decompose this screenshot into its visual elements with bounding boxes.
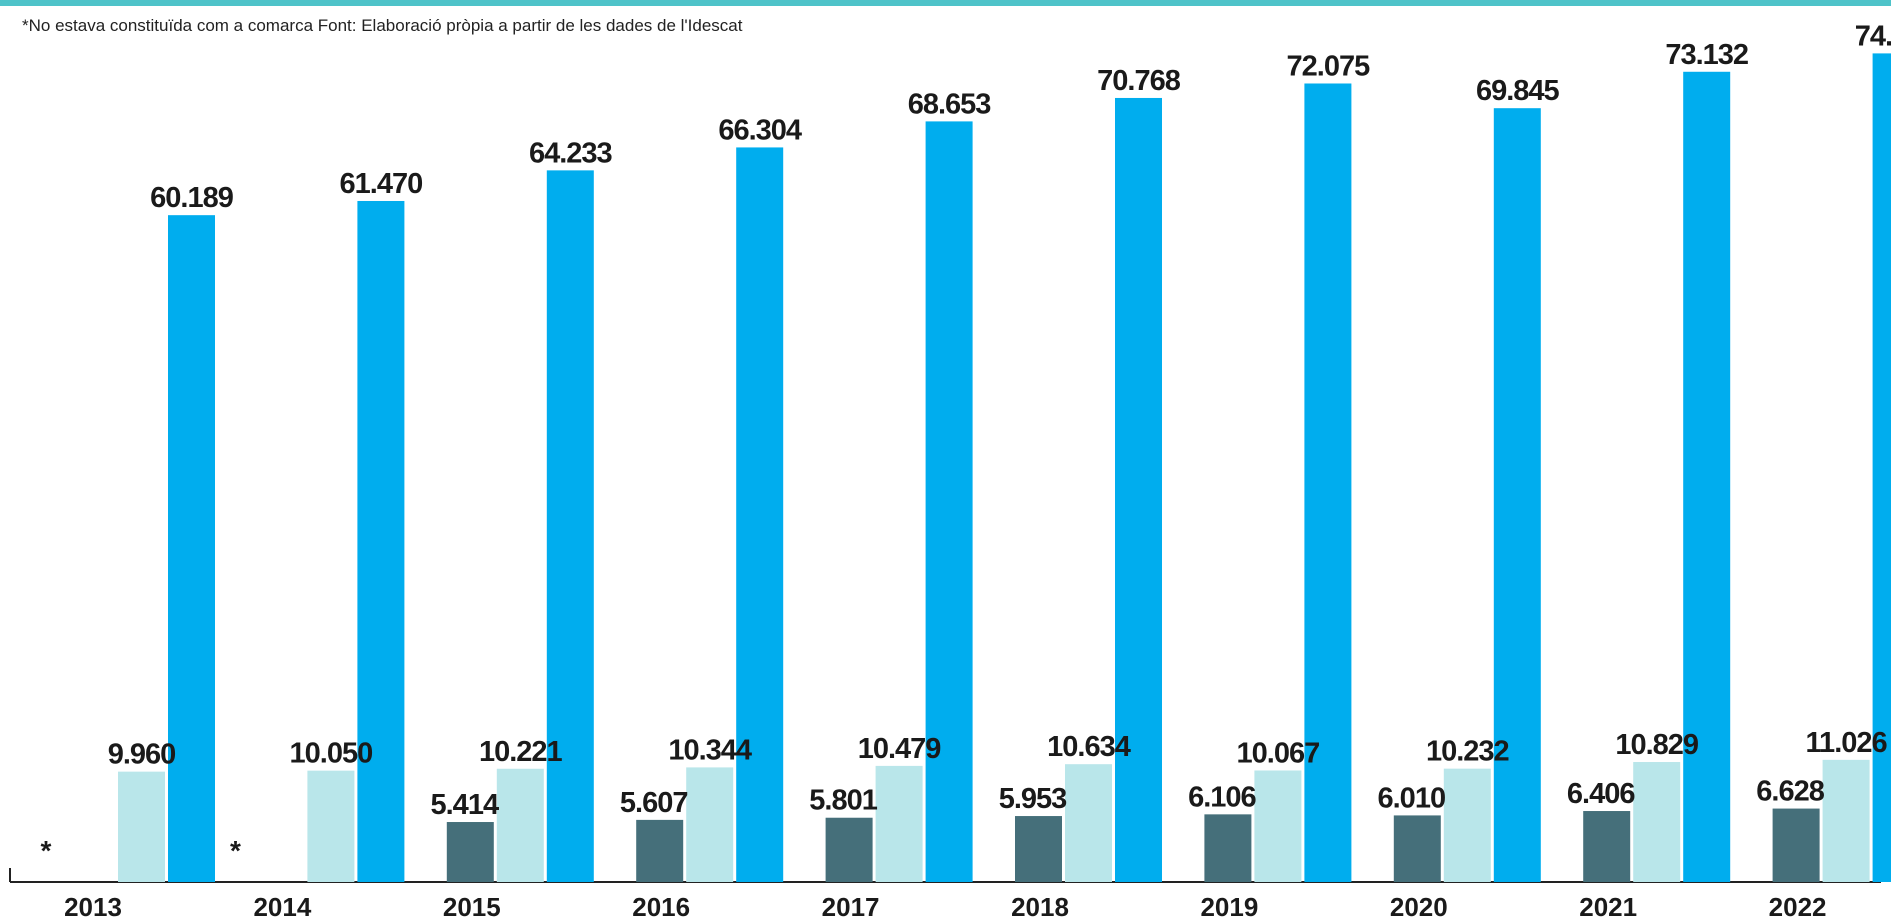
x-tick-label: 2015 [443, 892, 501, 922]
x-tick-label: 2018 [1011, 892, 1069, 922]
bar [307, 770, 355, 882]
bar [1822, 759, 1870, 882]
value-label: 70.768 [1097, 65, 1181, 97]
bar [1583, 811, 1631, 882]
bar [1633, 762, 1681, 882]
bar [1204, 814, 1252, 882]
x-tick-label: 2014 [253, 892, 311, 922]
x-tick-label: 2017 [822, 892, 880, 922]
bar [1065, 764, 1112, 882]
value-label: 10.344 [668, 734, 752, 766]
bar [636, 819, 684, 882]
top-rule [0, 0, 1891, 6]
bar [496, 768, 544, 882]
value-label: 72.075 [1287, 50, 1371, 82]
value-label: 6.010 [1378, 782, 1446, 814]
x-tick-label: 2016 [632, 892, 690, 922]
value-label: 5.953 [999, 783, 1067, 815]
value-label: 10.232 [1426, 736, 1509, 768]
bar [1254, 770, 1302, 882]
x-tick-label: 2020 [1390, 892, 1448, 922]
value-label: 73.132 [1665, 39, 1748, 71]
value-label: 5.414 [431, 789, 499, 821]
bar [1683, 71, 1731, 883]
value-label: 10.067 [1237, 737, 1320, 769]
value-label: 10.479 [858, 733, 942, 765]
value-label: 69.845 [1476, 75, 1560, 107]
value-label: 61.470 [340, 168, 423, 200]
value-label: 64.233 [529, 137, 613, 169]
value-label: 10.634 [1047, 731, 1131, 763]
bar [1304, 83, 1352, 883]
bar [925, 121, 973, 882]
bar [825, 817, 873, 882]
value-label: 6.106 [1188, 781, 1256, 813]
bar [1872, 53, 1891, 882]
bar [736, 147, 784, 882]
value-label: 10.829 [1615, 729, 1699, 761]
x-tick-label: 2022 [1769, 892, 1827, 922]
bar [357, 200, 405, 882]
value-label: 6.406 [1567, 778, 1635, 810]
bar [546, 170, 594, 882]
bar [1772, 808, 1820, 882]
value-label: 66.304 [718, 114, 802, 146]
value-label: 11.026 [1806, 727, 1888, 759]
x-tick-label: 2013 [64, 892, 122, 922]
bar [1393, 815, 1441, 882]
source-note: *No estava constituïda com a comarca Fon… [22, 16, 743, 35]
value-label: * [41, 835, 52, 866]
value-label: 74.791 [1855, 20, 1891, 52]
bar [686, 767, 734, 882]
bars [118, 53, 1891, 883]
bar [1493, 108, 1541, 882]
value-label: 5.801 [809, 785, 877, 817]
value-label: * [230, 835, 241, 866]
value-label: 10.050 [290, 738, 373, 770]
bar [875, 765, 923, 882]
value-label: 60.189 [150, 182, 234, 214]
bar [118, 771, 165, 882]
value-label: 6.628 [1756, 776, 1824, 808]
bar [1443, 768, 1491, 882]
bar [446, 822, 494, 882]
value-label: 9.960 [108, 739, 176, 771]
value-label: 5.607 [620, 787, 688, 819]
value-label: 68.653 [908, 88, 992, 120]
value-label: 10.221 [479, 736, 563, 768]
x-tick-label: 2019 [1200, 892, 1258, 922]
x-tick-label: 2021 [1579, 892, 1637, 922]
bar [1015, 816, 1062, 882]
value-labels: * 9.960 60.189 * 10.050 61.470 5.414 10.221 64.2… [41, 20, 1891, 866]
bar [168, 215, 215, 882]
bar [1115, 97, 1162, 883]
